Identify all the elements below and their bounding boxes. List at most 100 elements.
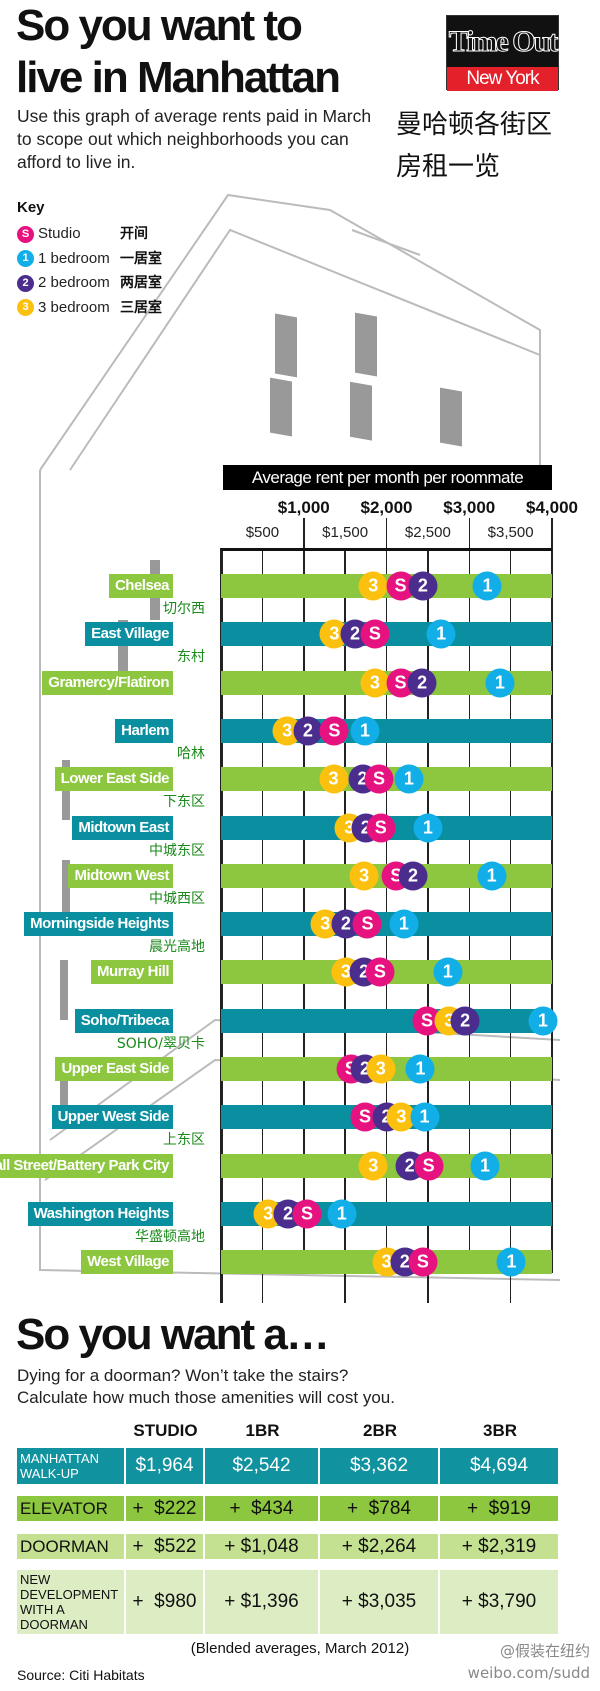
title-line-2: live in Manhattan [16, 53, 341, 102]
neighborhood-label-zh: 下东区 [163, 794, 205, 811]
rent-marker-br3: 3 [319, 764, 349, 794]
zh-title: 曼哈顿各街区 房租一览 [396, 104, 584, 188]
key-item: S Studio [17, 223, 81, 245]
neighborhood-label: Midtown West [68, 863, 173, 888]
neighborhood-row: Wall Street/Battery Park City [0, 1153, 552, 1178]
table-cell: + $222 [126, 1496, 205, 1521]
table-column-header: 2BR [362, 1421, 397, 1440]
neighborhood-row: Midtown East [0, 815, 552, 840]
neighborhood-label: Murray Hill [90, 960, 173, 985]
table-row-label: MANHATTAN WALK-UP [17, 1448, 126, 1484]
neighborhood-row: West Village [0, 1250, 552, 1275]
table-cell: + $784 [320, 1496, 440, 1521]
rent-marker-br1: 1 [413, 813, 443, 842]
key-label-zh: 一居室 [120, 250, 162, 267]
table-cell: $3,362 [320, 1448, 440, 1484]
table-cell: + $919 [440, 1496, 560, 1521]
logo-top: Time Out [447, 16, 559, 67]
rent-marker-br1: 1 [470, 1151, 500, 1181]
zh-title-line-2: 房租一览 [396, 152, 501, 182]
neighborhood-row: Upper West Side [0, 1105, 552, 1130]
amenities-subtitle-line-1: Dying for a doorman? Won’t take the stai… [17, 1366, 349, 1385]
key-label-zh: 三居室 [120, 299, 162, 316]
rent-marker-br1: 1 [485, 668, 515, 698]
key-badge-icon: 1 [17, 250, 34, 267]
table-row: NEW DEVELOPMENT WITH A DOORMAN + $980 + $1… [17, 1570, 560, 1634]
gridline [385, 518, 388, 1273]
zh-title-line-1: 曼哈顿各街区 [396, 110, 553, 140]
row-bar [221, 912, 552, 937]
neighborhood-label-zh: SOHO/翠贝卡 [116, 1035, 205, 1052]
table-row-label: DOORMAN [17, 1534, 126, 1559]
rent-marker-br1: 1 [496, 1247, 526, 1277]
neighborhood-label: Soho/Tribeca [74, 1008, 173, 1033]
table-cell: + $2,319 [440, 1534, 560, 1559]
rent-marker-br1: 1 [472, 571, 502, 601]
key-label-zh: 开间 [120, 226, 148, 242]
rent-marker-br3: 3 [366, 1054, 396, 1084]
gridline [303, 518, 305, 1273]
table-cell: + $980 [126, 1570, 205, 1634]
table-row: MANHATTAN WALK-UP $1,964 $2,542 $3,362 $4,69… [17, 1448, 560, 1484]
rent-marker-br2: 2 [293, 716, 323, 746]
table-cell: + $3,790 [440, 1570, 560, 1634]
rent-marker-studio: S [360, 619, 390, 649]
rent-marker-br1: 1 [394, 764, 424, 794]
rent-marker-br2: 2 [407, 668, 437, 698]
neighborhood-row: Soho/Tribeca [0, 1008, 552, 1033]
tick-label-minor: $1,500 [322, 524, 369, 541]
amenities-subtitle: Dying for a doorman? Won’t take the stai… [17, 1365, 577, 1409]
rent-marker-br3: 3 [358, 571, 388, 601]
rent-marker-studio: S [414, 1151, 444, 1181]
rent-marker-br3: 3 [358, 1151, 388, 1181]
neighborhood-label: Harlem [115, 718, 173, 743]
table-cell: $4,694 [440, 1448, 560, 1484]
rent-marker-br1: 1 [528, 1006, 558, 1036]
neighborhood-label: Lower East Side [54, 767, 173, 792]
neighborhood-label: Wall Street/Battery Park City [0, 1153, 173, 1178]
neighborhood-label: Upper East Side [55, 1057, 173, 1081]
page-title: So you want to live in Manhattan [16, 0, 436, 104]
table-cell: + $3,035 [320, 1570, 440, 1634]
neighborhood-label: Midtown East [72, 815, 173, 840]
neighborhood-row: Morningside Heights [0, 912, 552, 937]
logo-bottom: New York [447, 67, 558, 91]
neighborhood-row: Upper East Side [0, 1057, 552, 1081]
tick-label-major: $4,000 [526, 498, 578, 517]
rent-marker-studio: S [365, 957, 395, 987]
source: Source: Citi Habitats [17, 1667, 145, 1683]
rent-marker-br2: 2 [398, 861, 428, 891]
table-row-label: NEW DEVELOPMENT WITH A DOORMAN [17, 1570, 126, 1634]
rent-marker-studio: S [364, 764, 394, 794]
neighborhood-label-zh: 东村 [177, 649, 205, 666]
table-cell: + $1,396 [205, 1570, 320, 1634]
rent-marker-br2: 2 [408, 571, 438, 601]
key-badge-icon: S [17, 225, 34, 243]
chart-title: Average rent per month per roommate [223, 465, 552, 490]
neighborhood-row: Murray Hill [0, 960, 552, 985]
rent-marker-studio: S [352, 909, 382, 939]
building-illustration [39, 193, 561, 1281]
table-cell: $2,542 [205, 1448, 320, 1484]
table-row: DOORMAN + $522 + $1,048 + $2,264 + $2,319 [17, 1534, 560, 1559]
neighborhood-label-zh: 中城东区 [149, 842, 205, 859]
table-note: (Blended averages, March 2012) [190, 1640, 410, 1657]
watermark-line-1: @假装在纽约 [499, 1642, 590, 1660]
table-row-label: ELEVATOR [17, 1496, 126, 1521]
chart-top-border [221, 548, 552, 551]
key-badge-icon: 3 [17, 299, 34, 316]
neighborhood-label-zh: 上东区 [163, 1132, 205, 1149]
neighborhood-label-zh: 中城西区 [149, 890, 205, 907]
rent-marker-studio: S [319, 716, 349, 746]
neighborhood-label: West Village [81, 1250, 173, 1275]
neighborhood-row: Chelsea [0, 574, 552, 598]
table-cell: + $2,264 [320, 1534, 440, 1559]
tick-label-major: $2,000 [360, 498, 413, 517]
neighborhood-label-zh: 哈林 [177, 745, 205, 762]
rent-marker-br3: 3 [360, 668, 390, 698]
gridline [551, 518, 553, 1273]
key-title: Key [17, 199, 45, 216]
rent-marker-br2: 2 [450, 1006, 480, 1036]
